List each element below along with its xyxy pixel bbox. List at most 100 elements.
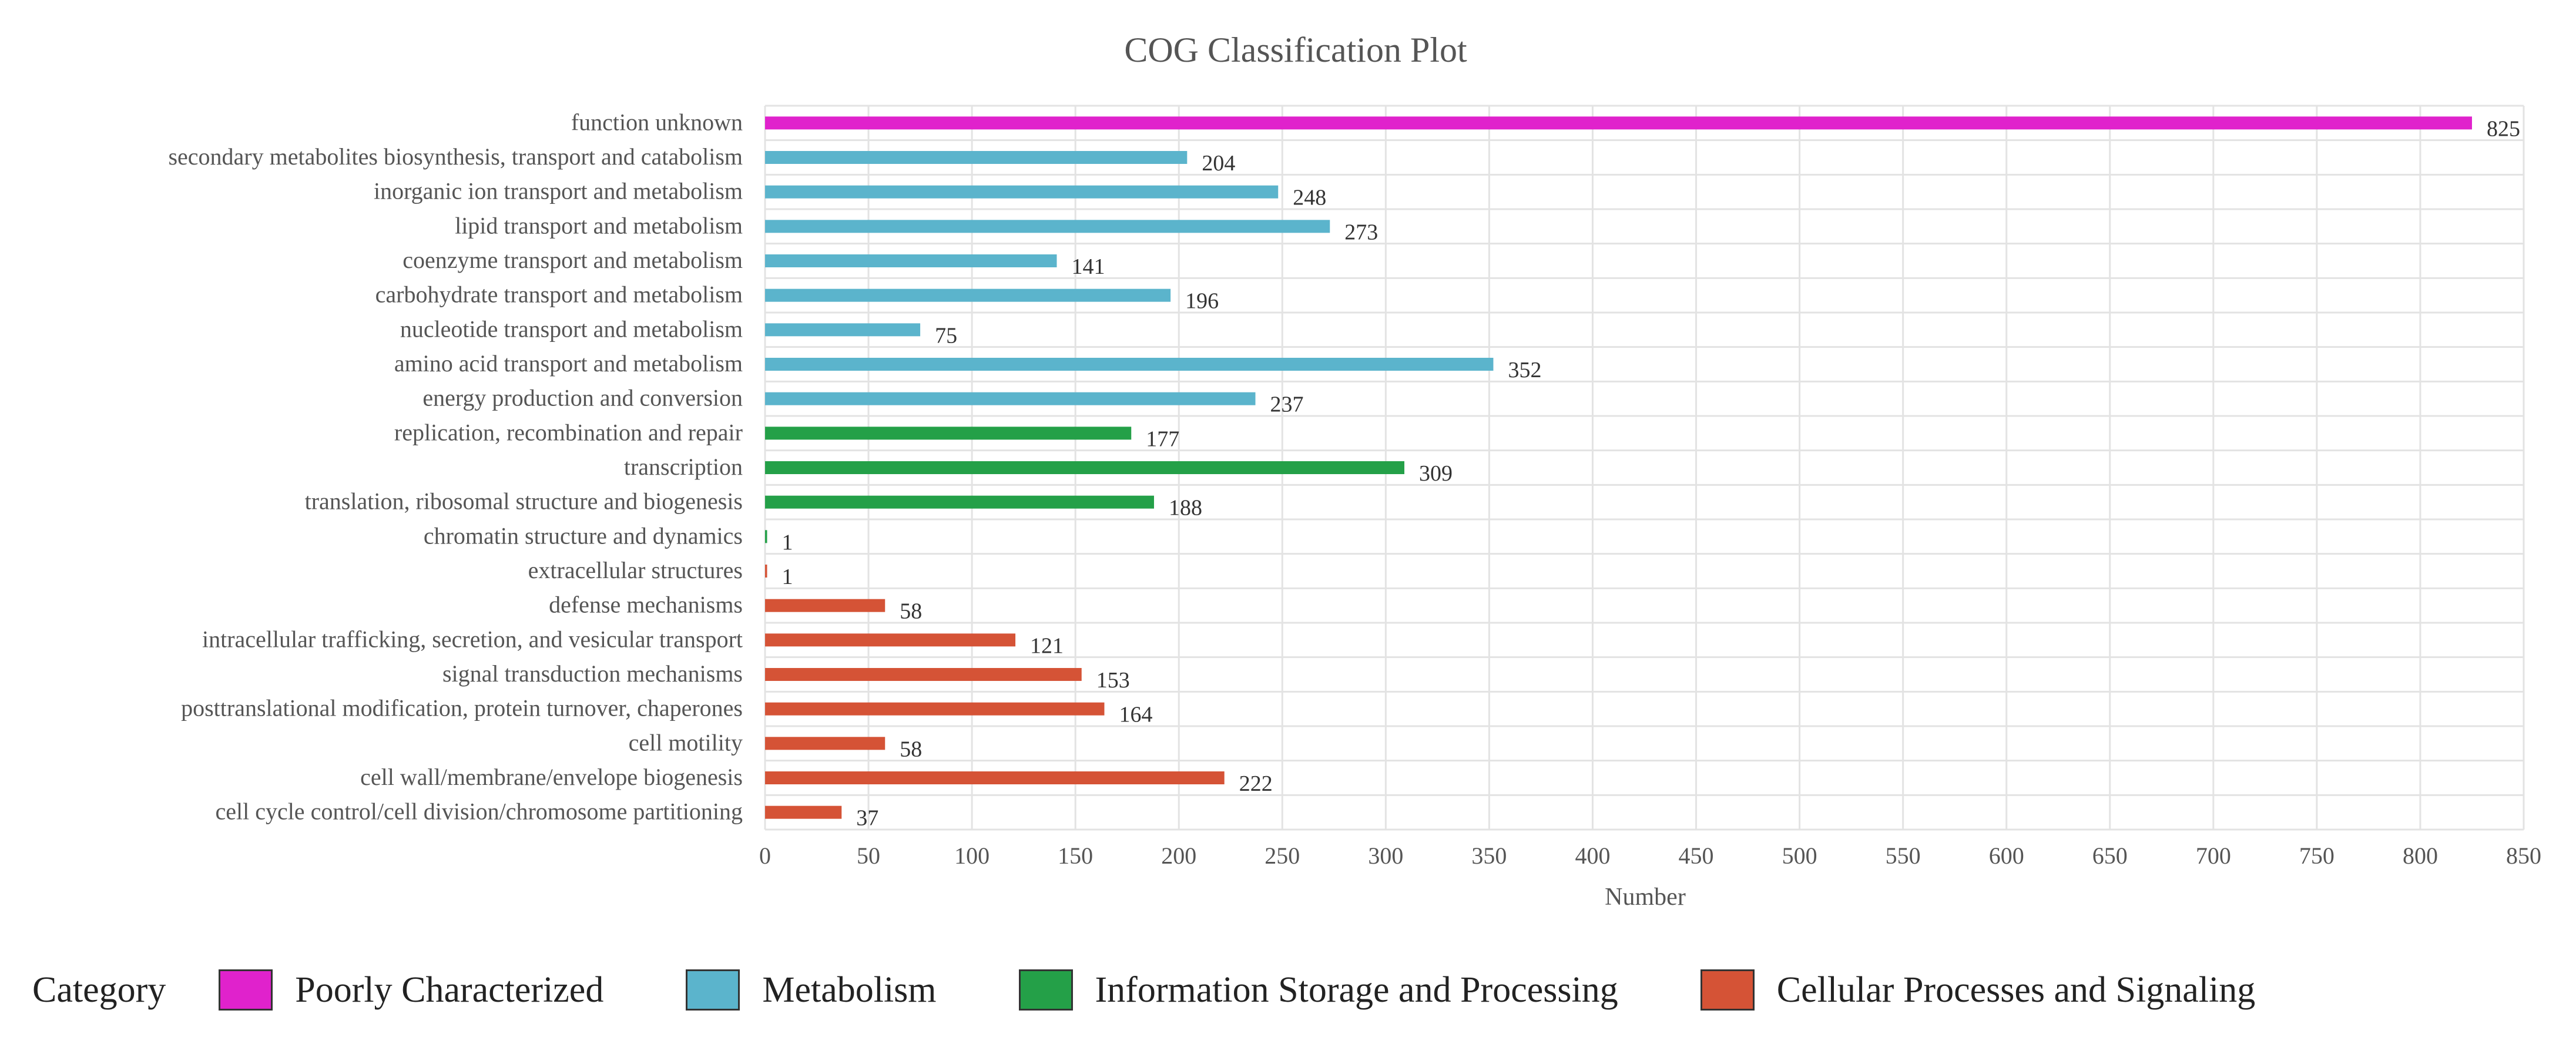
x-axis-title: Number bbox=[1605, 884, 1686, 911]
value-label: 177 bbox=[1146, 427, 1179, 451]
category-label: lipid transport and metabolism bbox=[455, 212, 743, 239]
value-label: 309 bbox=[1419, 461, 1453, 486]
bar bbox=[765, 530, 767, 543]
value-label: 1 bbox=[782, 565, 793, 589]
category-label: carbohydrate transport and metabolism bbox=[375, 281, 743, 308]
category-label: energy production and conversion bbox=[422, 385, 743, 411]
bar bbox=[765, 254, 1057, 267]
bar bbox=[765, 565, 767, 578]
bars bbox=[765, 116, 2472, 819]
value-label: 248 bbox=[1293, 186, 1326, 210]
bar bbox=[765, 495, 1154, 509]
x-tick-label: 600 bbox=[1989, 842, 2024, 869]
category-label: nucleotide transport and metabolism bbox=[400, 315, 743, 342]
bar bbox=[765, 599, 886, 612]
legend-item-metabolism: Metabolism bbox=[686, 969, 937, 1011]
category-label: cell motility bbox=[629, 729, 743, 756]
legend-item-poorly-characterized: Poorly Characterized bbox=[219, 969, 603, 1011]
x-tick-label: 150 bbox=[1058, 842, 1093, 869]
bar bbox=[765, 668, 1082, 681]
bar bbox=[765, 392, 1256, 405]
bar bbox=[765, 185, 1279, 199]
value-label: 222 bbox=[1239, 771, 1273, 796]
bar bbox=[765, 358, 1494, 371]
value-label: 37 bbox=[856, 806, 878, 831]
bar bbox=[765, 116, 2472, 130]
legend-swatch bbox=[1018, 969, 1073, 1011]
x-tick-label: 800 bbox=[2403, 842, 2438, 869]
bar bbox=[765, 805, 842, 819]
category-label: function unknown bbox=[571, 109, 743, 135]
x-tick-label: 50 bbox=[857, 842, 880, 869]
x-tick-label: 750 bbox=[2299, 842, 2334, 869]
bar bbox=[765, 771, 1225, 784]
x-tick-label: 250 bbox=[1264, 842, 1300, 869]
value-label: 188 bbox=[1169, 496, 1202, 521]
legend-label: Poorly Characterized bbox=[295, 969, 604, 1010]
category-label: posttranslational modification, protein … bbox=[181, 695, 743, 721]
x-tick-label: 350 bbox=[1471, 842, 1507, 869]
bar bbox=[765, 323, 921, 337]
x-tick-label: 0 bbox=[759, 842, 771, 869]
value-label: 141 bbox=[1071, 254, 1105, 279]
value-label: 75 bbox=[935, 323, 957, 348]
x-tick-label: 550 bbox=[1886, 842, 1921, 869]
category-label: inorganic ion transport and metabolism bbox=[374, 178, 743, 204]
x-tick-label: 850 bbox=[2506, 842, 2541, 869]
value-label: 153 bbox=[1096, 668, 1130, 693]
x-tick-label: 100 bbox=[954, 842, 990, 869]
legend-item-information-storage: Information Storage and Processing bbox=[1018, 969, 1618, 1011]
legend-label: Information Storage and Processing bbox=[1095, 969, 1618, 1010]
value-label: 1 bbox=[782, 530, 793, 555]
bar bbox=[765, 461, 1405, 474]
category-label: cell wall/membrane/envelope biogenesis bbox=[360, 764, 743, 790]
category-label: cell cycle control/cell division/chromos… bbox=[215, 798, 743, 825]
legend-swatch bbox=[1700, 969, 1755, 1011]
value-label: 237 bbox=[1270, 392, 1304, 417]
value-label: 825 bbox=[2487, 116, 2520, 141]
category-label: intracellular trafficking, secretion, an… bbox=[202, 626, 743, 652]
bar bbox=[765, 633, 1016, 647]
chart-title: COG Classification Plot bbox=[1124, 31, 1467, 69]
category-label: signal transduction mechanisms bbox=[442, 660, 743, 687]
category-label: amino acid transport and metabolism bbox=[394, 350, 743, 377]
value-label: 121 bbox=[1030, 633, 1064, 658]
value-label: 58 bbox=[900, 737, 922, 761]
value-label: 204 bbox=[1202, 151, 1235, 176]
chart: COG Classification Plot function unknown… bbox=[168, 31, 2541, 911]
legend-swatch bbox=[219, 969, 273, 1011]
value-label: 352 bbox=[1508, 358, 1541, 382]
value-label: 58 bbox=[900, 599, 922, 624]
legend-title: Category bbox=[32, 969, 166, 1010]
bar bbox=[765, 288, 1171, 302]
category-label: defense mechanisms bbox=[549, 592, 743, 618]
x-tick-label: 400 bbox=[1575, 842, 1610, 869]
x-tick-label: 300 bbox=[1368, 842, 1403, 869]
bar bbox=[765, 220, 1330, 233]
category-label: translation, ribosomal structure and bio… bbox=[305, 488, 743, 515]
category-labels: function unknown secondary metabolites bi… bbox=[168, 109, 743, 824]
x-tick-label: 700 bbox=[2196, 842, 2231, 869]
category-label: transcription bbox=[624, 454, 743, 480]
value-labels: 825 204 248 273 141 196 75 352 237 177 309 188 1 1 58 1… bbox=[782, 116, 2520, 830]
bar bbox=[765, 151, 1188, 164]
legend-label: Metabolism bbox=[762, 969, 937, 1010]
x-tick-label: 650 bbox=[2092, 842, 2128, 869]
value-label: 196 bbox=[1185, 289, 1219, 314]
legend: Category Poorly Characterized Metabolism… bbox=[32, 964, 2337, 1016]
legend-label: Cellular Processes and Signaling bbox=[1776, 969, 2256, 1010]
value-label: 273 bbox=[1344, 220, 1378, 244]
category-label: chromatin structure and dynamics bbox=[424, 522, 743, 549]
category-label: replication, recombination and repair bbox=[394, 419, 743, 445]
x-tick-labels: 0 50 100 150 200 250 300 350 400 450 500 550 600 650 7… bbox=[759, 842, 2541, 869]
category-label: secondary metabolites biosynthesis, tran… bbox=[168, 143, 743, 170]
bar bbox=[765, 427, 1132, 440]
legend-swatch bbox=[686, 969, 740, 1011]
value-label: 164 bbox=[1119, 703, 1152, 727]
category-label: coenzyme transport and metabolism bbox=[402, 247, 743, 273]
legend-item-cellular-processes: Cellular Processes and Signaling bbox=[1700, 969, 2255, 1011]
category-label: extracellular structures bbox=[528, 557, 743, 583]
bar bbox=[765, 737, 886, 750]
bar bbox=[765, 702, 1105, 716]
x-tick-label: 200 bbox=[1161, 842, 1196, 869]
